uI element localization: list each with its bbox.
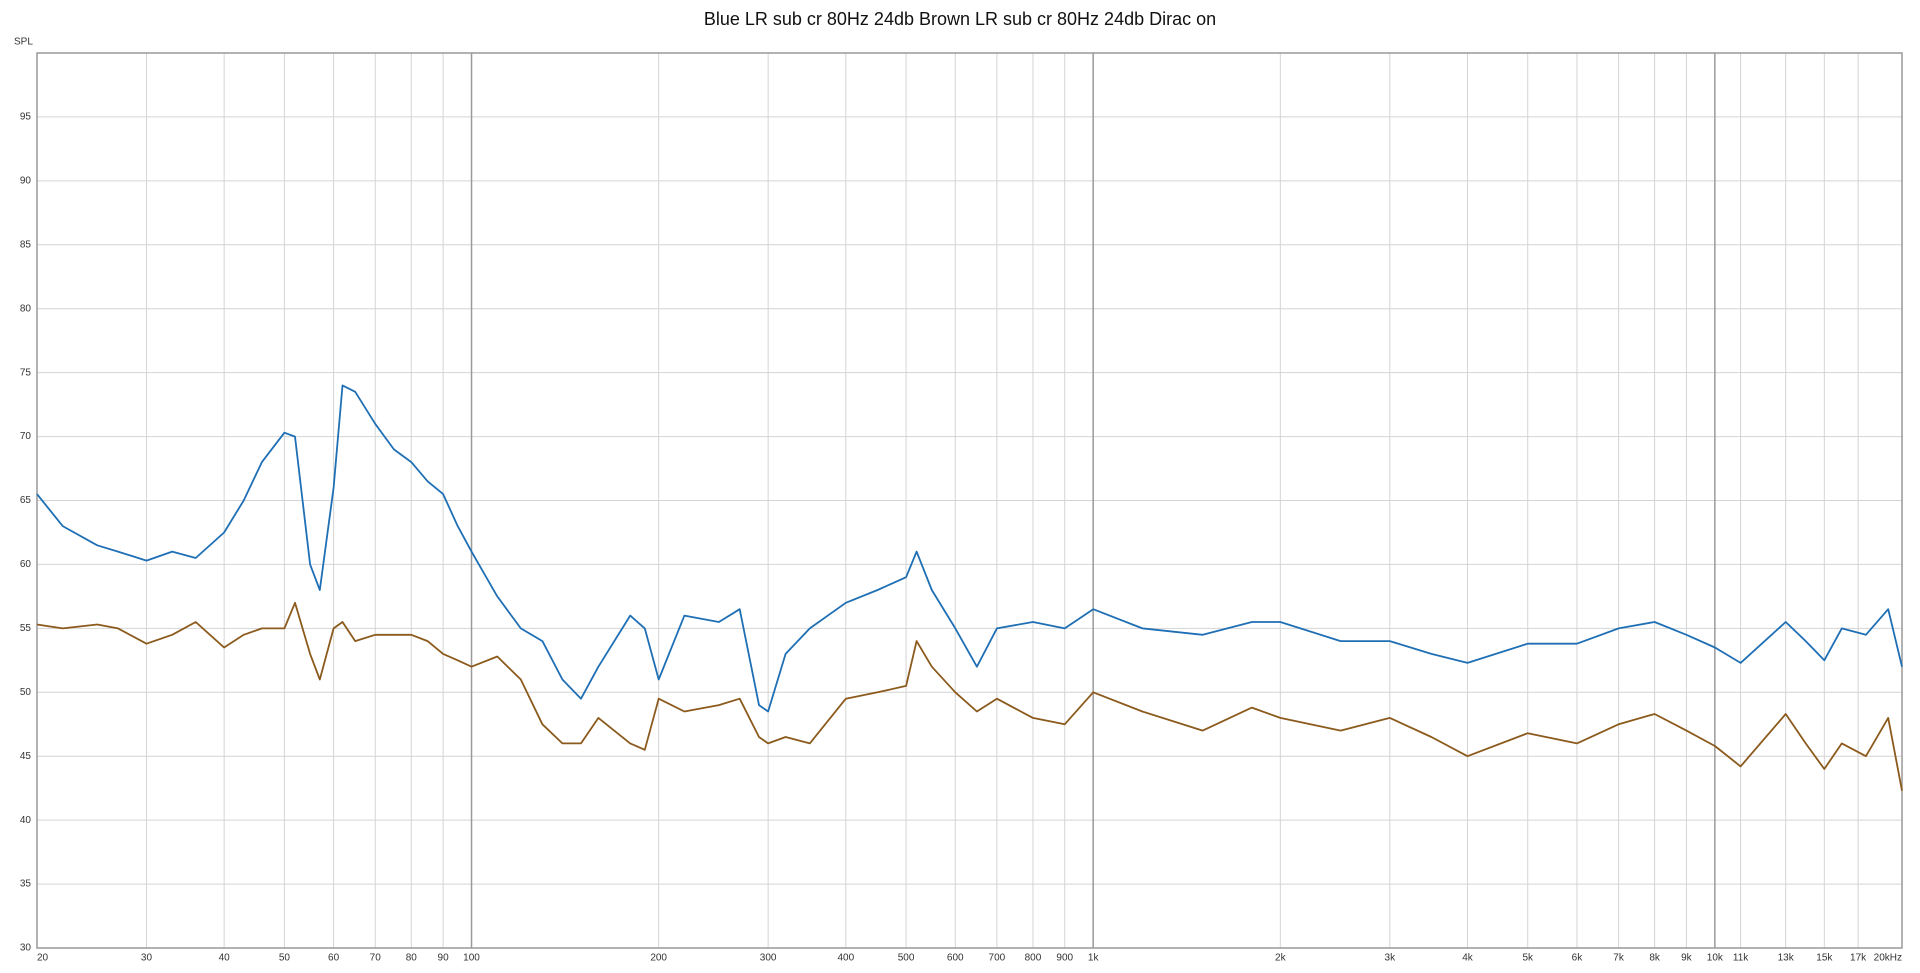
y-tick-label: 95 [20, 112, 32, 123]
y-tick-label: 75 [20, 367, 32, 378]
x-tick-label: 2k [1275, 953, 1287, 964]
x-tick-label: 100 [463, 953, 480, 964]
x-tick-label: 13k [1778, 953, 1795, 964]
plot-frame [36, 52, 1903, 949]
y-tick-label: 45 [20, 751, 32, 762]
x-tick-label: 600 [947, 953, 964, 964]
x-tick-label: 5k [1522, 953, 1534, 964]
x-tick-label: 700 [989, 953, 1006, 964]
y-tick-label: 35 [20, 879, 32, 890]
x-tick-label: 17k [1850, 953, 1867, 964]
x-tick-label: 10k [1707, 953, 1724, 964]
x-tick-label: 50 [279, 953, 291, 964]
x-tick-label: 40 [219, 953, 231, 964]
y-tick-label: 50 [20, 687, 32, 698]
x-tick-label: 4k [1462, 953, 1474, 964]
x-tick-label: 11k [1733, 953, 1749, 964]
y-tick-label: 80 [20, 303, 32, 314]
x-tick-label: 200 [650, 953, 667, 964]
y-tick-label: 40 [20, 815, 32, 826]
x-tick-label: 90 [438, 953, 450, 964]
x-tick-label: 500 [898, 953, 915, 964]
x-tick-label: 70 [370, 953, 382, 964]
y-tick-label: 60 [20, 559, 32, 570]
y-tick-label: 90 [20, 175, 32, 186]
x-tick-label: 15k [1816, 953, 1833, 964]
y-tick-label: 55 [20, 623, 32, 634]
series-line [36, 384, 1903, 713]
x-tick-label: 900 [1056, 953, 1073, 964]
x-tick-label: 20kHz [1874, 953, 1902, 964]
y-tick-label: 70 [20, 431, 32, 442]
x-tick-label: 300 [760, 953, 777, 964]
series-line [36, 601, 1903, 791]
x-tick-label: 8k [1649, 953, 1661, 964]
x-tick-label: 20 [37, 953, 49, 964]
x-tick-label: 400 [837, 953, 854, 964]
chart-title: Blue LR sub cr 80Hz 24db Brown LR sub cr… [704, 9, 1216, 29]
x-tick-label: 3k [1385, 953, 1397, 964]
x-tick-label: 60 [328, 953, 340, 964]
x-tick-label: 9k [1681, 953, 1693, 964]
x-tick-label: 30 [141, 953, 153, 964]
y-tick-label: 85 [20, 239, 32, 250]
x-tick-label: 7k [1613, 953, 1625, 964]
x-tick-label: 800 [1025, 953, 1042, 964]
y-tick-label: 65 [20, 495, 32, 506]
x-tick-label: 80 [406, 953, 418, 964]
x-tick-label: 1k [1088, 953, 1100, 964]
y-tick-label: 30 [20, 943, 32, 954]
x-tick-label: 6k [1572, 953, 1584, 964]
y-axis-label: SPL [14, 37, 33, 48]
